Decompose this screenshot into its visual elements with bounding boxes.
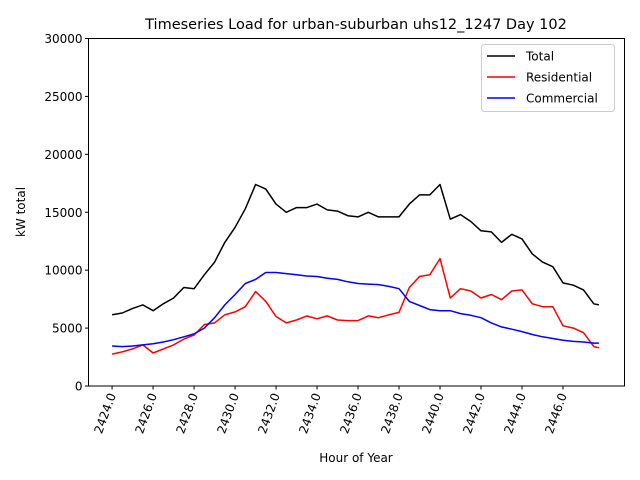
series-line-commercial [112, 271, 599, 348]
x-tick-label: 2440.0 [419, 391, 447, 435]
y-axis-label: kW total [14, 187, 28, 237]
chart-title: Timeseries Load for urban-suburban uhs12… [144, 17, 567, 33]
y-tick-label: 30000 [44, 32, 82, 46]
x-tick-label: 2434.0 [296, 391, 324, 435]
series-layer [111, 183, 600, 355]
legend-label-total: Total [525, 50, 554, 64]
y-tick-label: 20000 [44, 148, 82, 162]
y-tick-label: 0 [75, 380, 83, 394]
legend-label-commercial: Commercial [526, 92, 598, 106]
x-tick-label: 2446.0 [542, 391, 570, 435]
y-axis: 0 5000 10000 15000 20000 25000 30000 [44, 32, 89, 394]
x-tick-label: 2424.0 [91, 391, 119, 435]
x-tick-label: 2436.0 [337, 391, 365, 435]
series-line-total [111, 183, 600, 316]
x-tick-label: 2438.0 [378, 391, 406, 435]
y-tick-label: 10000 [44, 264, 82, 278]
x-tick-label: 2432.0 [255, 391, 283, 435]
y-tick-label: 25000 [44, 90, 82, 104]
x-axis: 2424.0 2426.0 2428.0 2430.0 2432.0 2434.0 2436… [91, 386, 570, 435]
x-tick-label: 2430.0 [214, 391, 242, 435]
legend-box [481, 44, 615, 112]
legend-label-residential: Residential [526, 71, 592, 85]
x-axis-label: Hour of Year [319, 451, 393, 465]
legend: Total Residential Commercial [481, 44, 615, 112]
y-tick-label: 5000 [52, 322, 83, 336]
y-tick-label: 15000 [44, 206, 82, 220]
x-tick-label: 2442.0 [460, 391, 488, 435]
x-tick-label: 2428.0 [173, 391, 201, 435]
x-tick-label: 2444.0 [501, 391, 529, 435]
series-line-residential [111, 257, 600, 355]
x-tick-label: 2426.0 [132, 391, 160, 435]
